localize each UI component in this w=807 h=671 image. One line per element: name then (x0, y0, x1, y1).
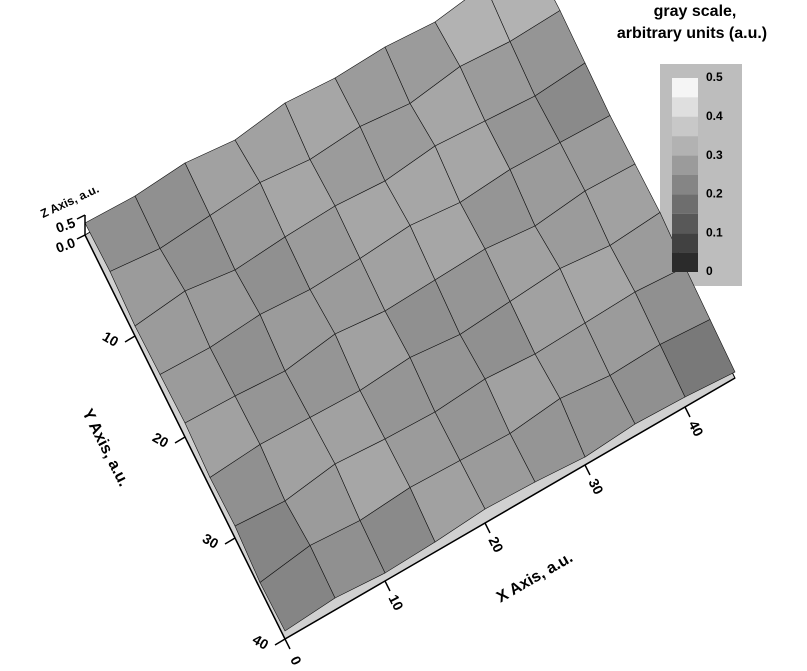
colorbar-band (672, 214, 698, 233)
colorbar-title: gray scale, (654, 3, 737, 20)
z-tick-label: 0.5 (54, 214, 78, 236)
colorbar-band (672, 78, 698, 97)
x-tick (485, 523, 490, 533)
y-tick-label: 10 (100, 328, 122, 350)
x-tick-label: 30 (585, 476, 606, 497)
y-tick-label: 20 (150, 429, 172, 451)
colorbar-band (672, 175, 698, 194)
colorbar-tick-label: 0.1 (706, 225, 723, 239)
x-tick (385, 581, 390, 591)
z-tick (77, 215, 85, 219)
colorbar-title: arbitrary units (a.u.) (617, 25, 767, 42)
x-tick (585, 465, 590, 475)
y-tick-label: 30 (200, 530, 222, 552)
y-tick-label: 40 (250, 631, 272, 653)
x-tick-label: 20 (485, 534, 506, 555)
y-tick (125, 336, 135, 342)
colorbar-band (672, 97, 698, 116)
colorbar-tick-label: 0 (706, 264, 713, 278)
x-tick-label: 40 (685, 418, 706, 439)
y-axis-label: Y Axis, a.u. (78, 406, 132, 489)
colorbar-tick-label: 0.3 (706, 148, 723, 162)
chart: 0 10 20 30 40 X Axis, a.u. 10 20 30 40 Y Axis, a.u… (0, 0, 807, 671)
x-tick (685, 407, 690, 417)
x-tick-label: 10 (385, 592, 406, 613)
colorbar-band (672, 194, 698, 213)
colorbar-tick-label: 0.5 (706, 70, 723, 84)
colorbar-band (672, 156, 698, 175)
colorbar-tick-label: 0.2 (706, 187, 723, 201)
x-tick-label: 0 (287, 653, 305, 667)
colorbar-band (672, 117, 698, 136)
y-tick (275, 639, 285, 645)
colorbar-band (672, 233, 698, 252)
colorbar-band (672, 136, 698, 155)
x-tick (285, 639, 290, 649)
z-tick-label: 0.0 (54, 234, 78, 256)
x-axis-label: X Axis, a.u. (494, 549, 576, 606)
colorbar-tick-label: 0.4 (706, 109, 723, 123)
y-tick (175, 437, 185, 443)
z-tick (77, 235, 85, 239)
colorbar-band (672, 253, 698, 272)
y-tick (225, 538, 235, 544)
